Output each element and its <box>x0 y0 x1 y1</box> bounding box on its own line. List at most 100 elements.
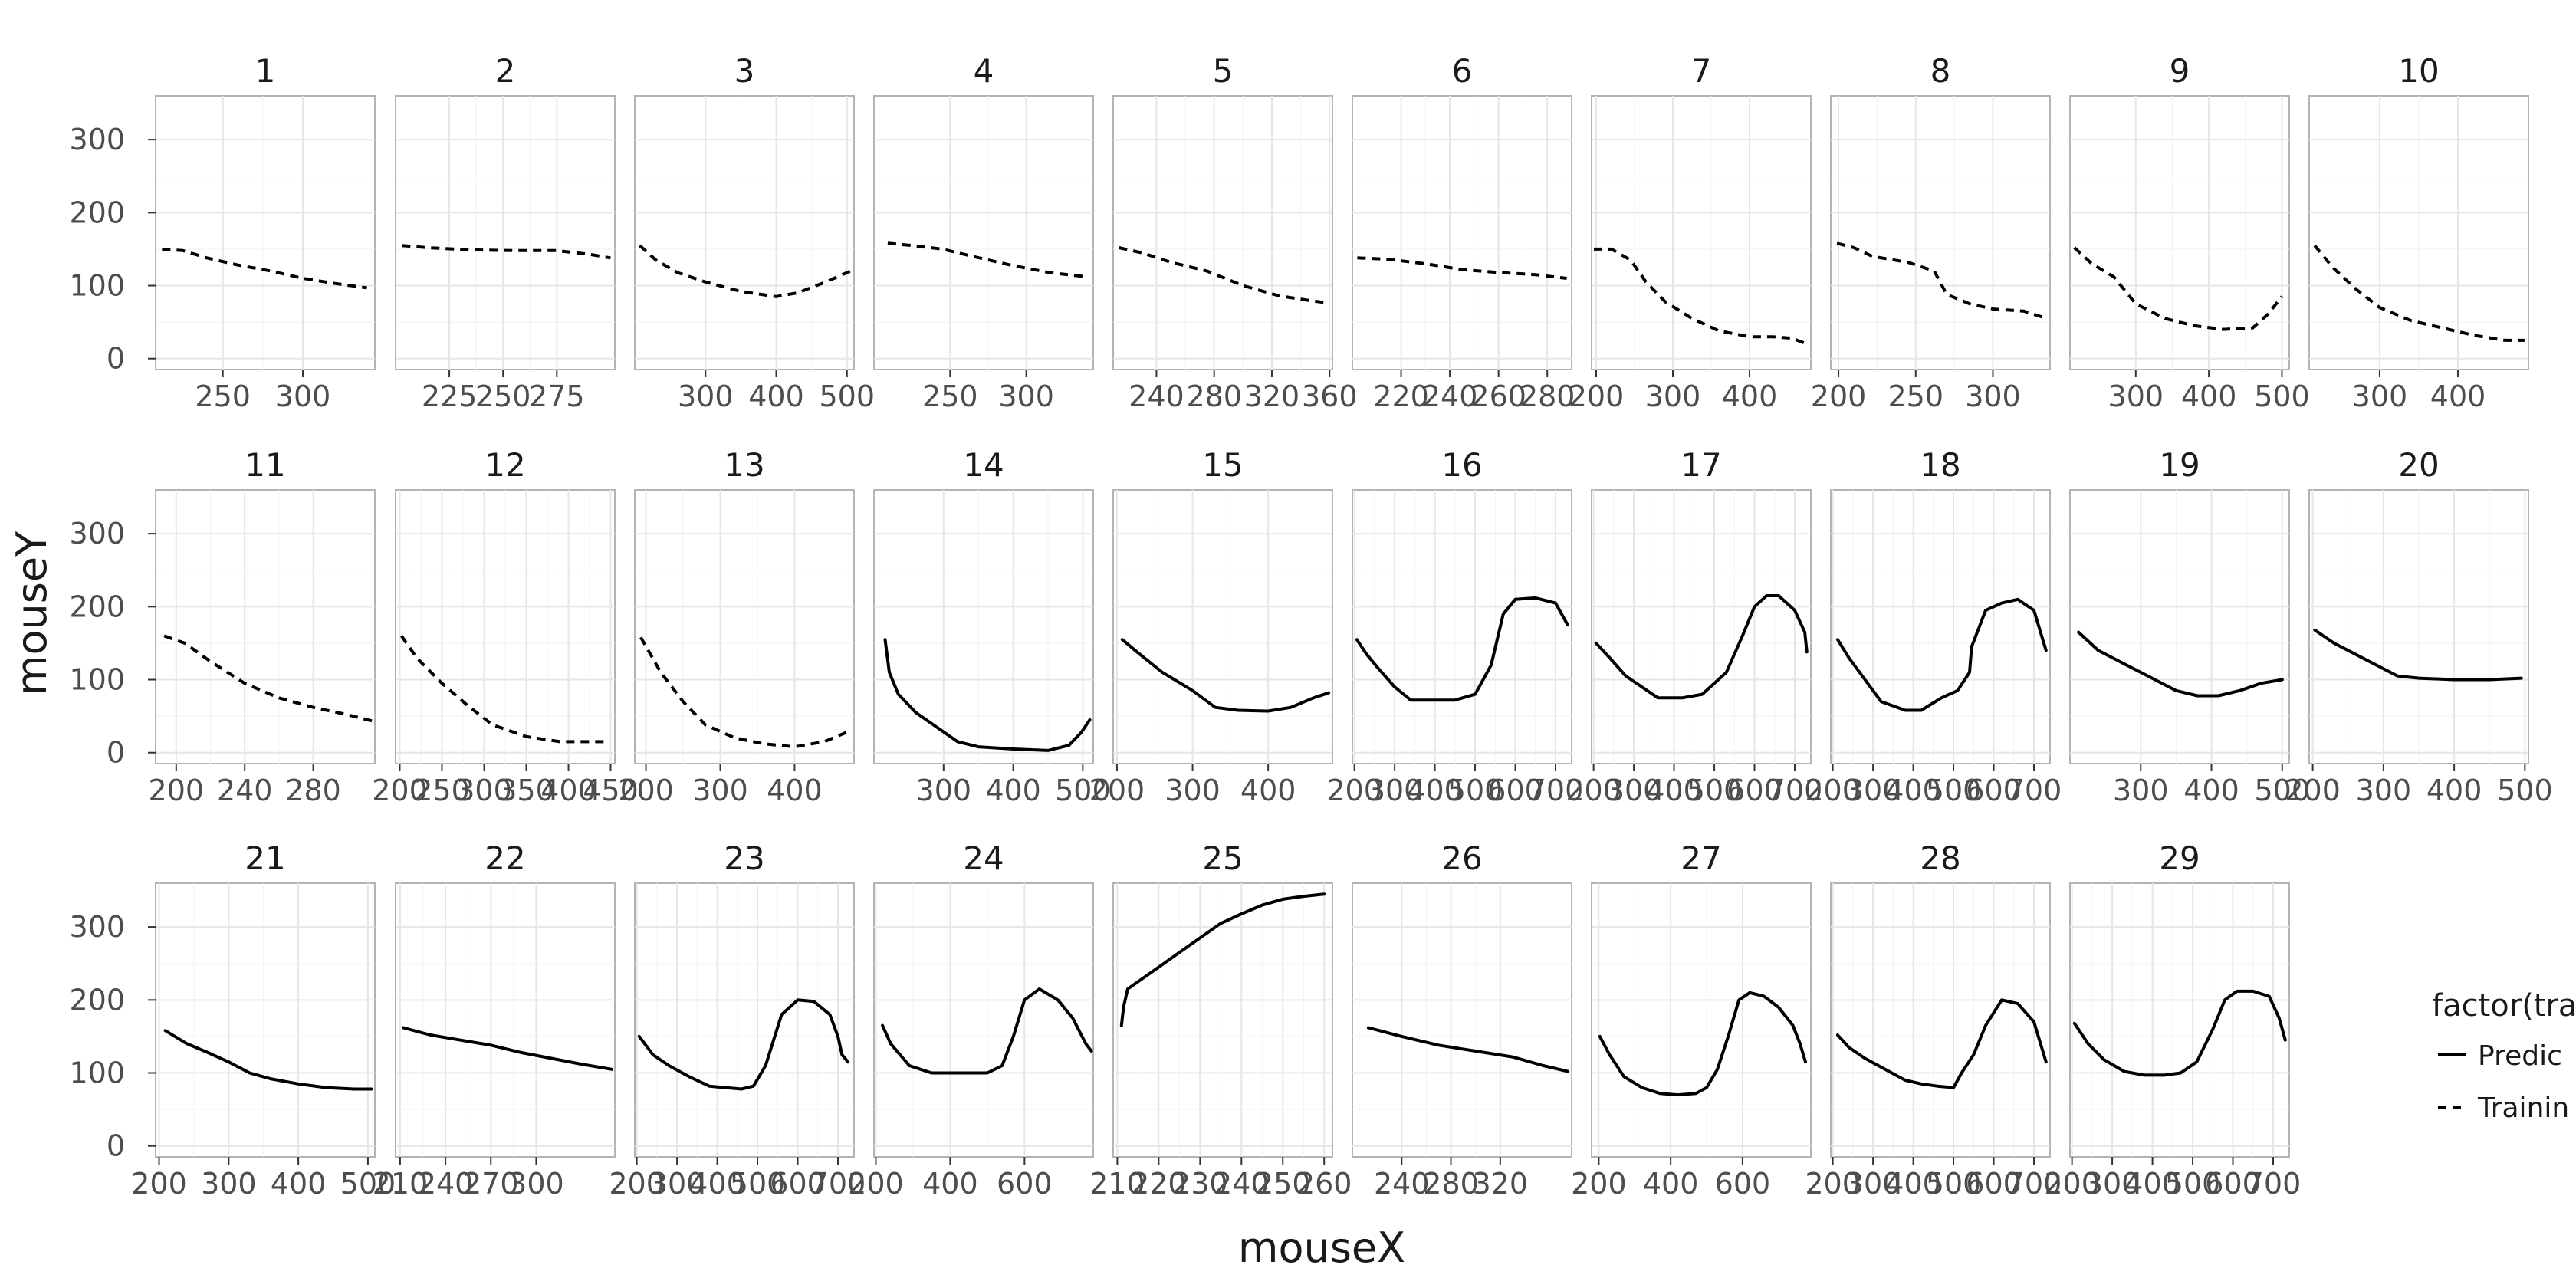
facet-strip-label: 13 <box>724 446 764 484</box>
series-line-solid <box>2313 628 2523 682</box>
x-tick-label: 300 <box>2113 774 2169 807</box>
series-line-dashed <box>1836 242 2048 320</box>
facet-panel-5: 5 240 280 320 360 <box>1112 52 1358 413</box>
x-tick-label: 400 <box>985 774 1041 807</box>
x-tick-label: 400 <box>1240 774 1296 807</box>
x-tick-label: 500 <box>1055 774 1111 807</box>
facet-strip-label: 9 <box>2170 52 2190 90</box>
x-tick-label: 500 <box>2497 774 2553 807</box>
series-line-dashed <box>1594 247 1808 346</box>
facet-strip-label: 3 <box>734 52 755 90</box>
x-tick-label: 260 <box>1296 1167 1352 1201</box>
x-tick-label: 250 <box>475 380 531 413</box>
x-tick-label: 300 <box>649 1167 705 1201</box>
x-tick-label: 240 <box>1422 380 1478 413</box>
facet-panel-13: 13 200 300 400 <box>618 446 855 807</box>
x-tick-label: 500 <box>2254 380 2310 413</box>
x-tick-label: 300 <box>275 380 331 413</box>
x-tick-label: 200 <box>618 774 674 807</box>
legend-label-training: Trainin <box>2477 1092 2569 1124</box>
x-tick-label: 600 <box>1727 774 1783 807</box>
series-line-dashed <box>639 636 851 749</box>
facet-panel-24: 24 200 400 600 <box>848 840 1094 1201</box>
facet-strip-label: 26 <box>1441 840 1482 877</box>
x-tick-label: 275 <box>529 380 585 413</box>
facet-strip-label: 29 <box>2159 840 2200 877</box>
panel-background <box>395 95 616 370</box>
x-tick-label: 200 <box>1326 774 1382 807</box>
x-tick-label: 250 <box>1888 380 1944 413</box>
x-tick-label: 400 <box>2183 774 2239 807</box>
facet-panel-3: 3 300 400 500 <box>634 52 875 413</box>
series-line-solid <box>1355 596 1569 702</box>
facet-strip-label: 10 <box>2398 52 2439 90</box>
series-line-dashed <box>639 244 852 298</box>
x-tick-label: 400 <box>748 380 804 413</box>
x-tick-label: 270 <box>463 1167 519 1201</box>
x-tick-label: 400 <box>1722 380 1778 413</box>
facet-strip-label: 6 <box>1452 52 1473 90</box>
x-tick-label: 240 <box>1374 1167 1430 1201</box>
x-tick-label: 200 <box>1089 774 1145 807</box>
panel-background <box>1352 882 1572 1158</box>
facet-strip-label: 8 <box>1930 52 1951 90</box>
x-tick-label: 250 <box>195 380 251 413</box>
x-tick-label: 500 <box>1926 1167 1982 1201</box>
x-tick-label: 300 <box>692 774 748 807</box>
legend: factor(tra Predic Trainin <box>2432 988 2576 1124</box>
series-line-solid <box>883 638 1092 752</box>
x-tick-label: 300 <box>678 380 734 413</box>
x-tick-label: 300 <box>1165 774 1221 807</box>
x-tick-label: 250 <box>414 774 470 807</box>
x-tick-label: 280 <box>1186 380 1242 413</box>
x-tick-label: 500 <box>2255 774 2311 807</box>
facet-panel-11: 11 0 100 200 300 200 240 280 <box>69 446 376 807</box>
series-line-dashed <box>1119 246 1330 305</box>
y-tick-label: 100 <box>69 663 125 697</box>
y-tick-label: 200 <box>69 983 125 1017</box>
facet-strip-label: 28 <box>1920 840 1960 877</box>
x-tick-label: 500 <box>2165 1167 2221 1201</box>
x-tick-label: 500 <box>1687 774 1743 807</box>
series-line-dashed <box>162 247 367 290</box>
series-line-solid <box>1598 991 1807 1097</box>
facet-strip-label: 18 <box>1920 446 1960 484</box>
x-tick-label: 600 <box>1966 1167 2022 1201</box>
x-tick-label: 400 <box>1643 1167 1699 1201</box>
series-line-solid <box>881 987 1093 1075</box>
legend-label-predicted: Predic <box>2478 1040 2562 1072</box>
x-tick-label: 200 <box>372 774 428 807</box>
facet-panel-21: 21 0 100 200 300 200 300 400 500 <box>69 840 396 1201</box>
series-line-solid <box>637 998 850 1091</box>
panel-background <box>2069 489 2290 764</box>
panel-background <box>1352 95 1572 370</box>
x-tick-label: 500 <box>730 1167 786 1201</box>
x-tick-label: 400 <box>767 774 823 807</box>
facet-panel-27: 27 200 400 600 <box>1571 840 1812 1201</box>
x-tick-label: 320 <box>1473 1167 1529 1201</box>
y-tick-label: 0 <box>107 1129 125 1163</box>
panel-background <box>1352 489 1572 764</box>
facet-strip-label: 14 <box>963 446 1004 484</box>
series-line-dashed <box>887 242 1088 279</box>
facet-panel-19: 19 300 400 500 <box>2069 446 2311 807</box>
y-tick-label: 300 <box>69 517 125 550</box>
x-tick-label: 400 <box>271 1167 327 1201</box>
series-line-dashed <box>163 634 374 723</box>
facet-panel-15: 15 200 300 400 <box>1089 446 1333 807</box>
panel-background <box>155 95 376 370</box>
facet-strip-label: 4 <box>974 52 994 90</box>
x-tick-label: 300 <box>916 774 972 807</box>
x-tick-label: 200 <box>2285 774 2341 807</box>
y-axis-title: mouseY <box>8 531 56 695</box>
legend-title: factor(tra <box>2432 988 2576 1024</box>
x-tick-label: 600 <box>2205 1167 2261 1201</box>
